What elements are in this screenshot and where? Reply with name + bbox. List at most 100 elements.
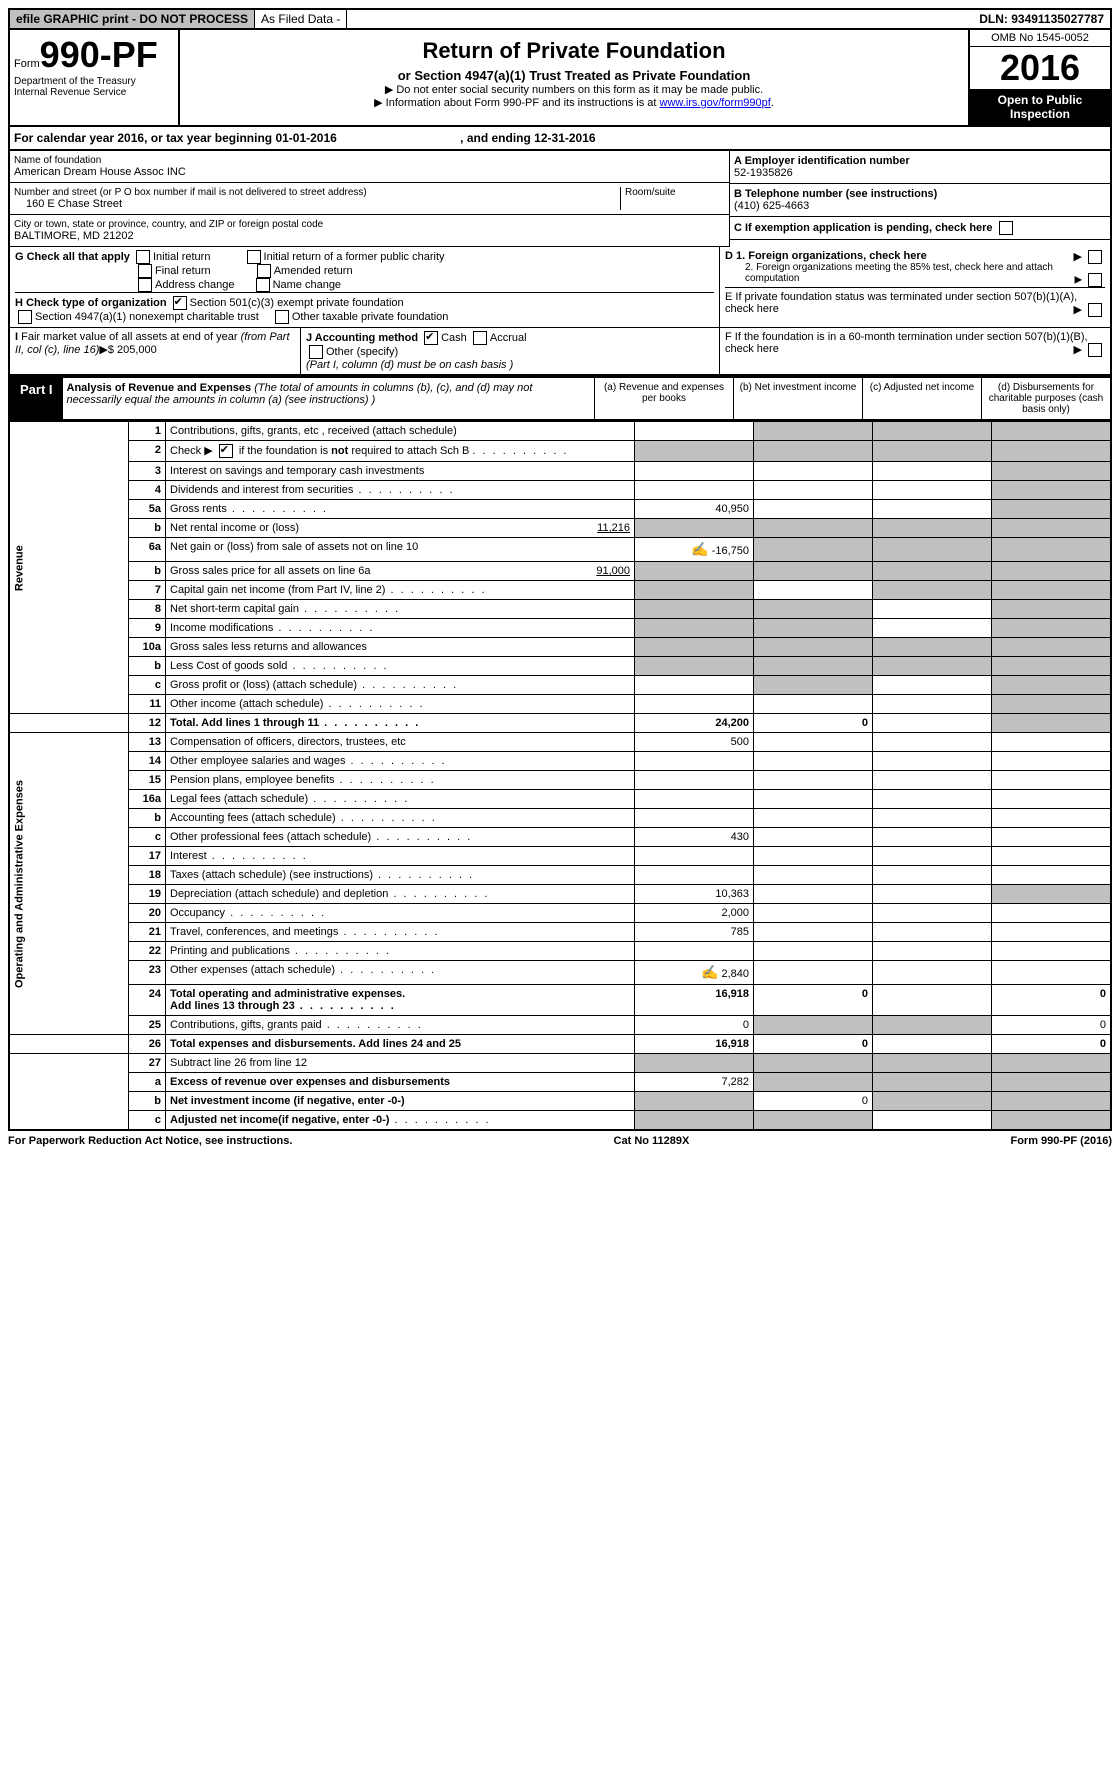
form-footer: Form 990-PF (2016) — [1010, 1135, 1112, 1147]
info-section: Name of foundation American Dream House … — [8, 151, 1112, 247]
contrib-d: 0 — [992, 1016, 1112, 1035]
year-box: OMB No 1545-0052 2016 Open to Public Ins… — [968, 30, 1110, 125]
checkbox-schb[interactable] — [219, 444, 233, 458]
table-row: 7Capital gain net income (from Part IV, … — [9, 581, 1111, 600]
table-row: 5aGross rents40,950 — [9, 500, 1111, 519]
table-row: 27Subtract line 26 from line 12 — [9, 1054, 1111, 1073]
top-bar: efile GRAPHIC print - DO NOT PROCESS As … — [8, 8, 1112, 30]
table-row: 22Printing and publications — [9, 942, 1111, 961]
depreciation-val: 10,363 — [635, 885, 754, 904]
table-row: 19Depreciation (attach schedule) and dep… — [9, 885, 1111, 904]
checkbox-initial-former[interactable] — [247, 250, 261, 264]
form-header: Form990-PF Department of the Treasury In… — [8, 30, 1112, 127]
room-label: Room/suite — [625, 187, 725, 198]
table-row: bNet rental income or (loss) 11,216 — [9, 519, 1111, 538]
form-subtitle: or Section 4947(a)(1) Trust Treated as P… — [184, 68, 964, 83]
net-rental-inline: 11,216 — [597, 522, 630, 534]
col-c-header: (c) Adjusted net income — [862, 378, 981, 419]
checkbox-amended[interactable] — [257, 264, 271, 278]
net-inv-b: 0 — [754, 1092, 873, 1111]
total-exp-a: 16,918 — [635, 1035, 754, 1054]
city-state-zip: BALTIMORE, MD 21202 — [14, 230, 725, 242]
phone: (410) 625-4663 — [734, 200, 1106, 212]
name-cell: Name of foundation American Dream House … — [10, 151, 729, 183]
part1-label: Part I — [10, 378, 63, 419]
efile-notice: efile GRAPHIC print - DO NOT PROCESS — [10, 10, 255, 28]
checkbox-accrual[interactable] — [473, 331, 487, 345]
checkbox-d1[interactable] — [1088, 250, 1102, 264]
section-i-j-f: I Fair market value of all assets at end… — [8, 328, 1112, 376]
cat-number: Cat No 11289X — [614, 1135, 690, 1147]
table-row: bLess Cost of goods sold — [9, 657, 1111, 676]
checkbox-other-method[interactable] — [309, 345, 323, 359]
checkbox-4947[interactable] — [18, 310, 32, 324]
part1-header: Part I Analysis of Revenue and Expenses … — [8, 376, 1112, 421]
table-row: Operating and Administrative Expenses 13… — [9, 733, 1111, 752]
as-filed: As Filed Data - — [255, 10, 347, 28]
checkbox-cash[interactable] — [424, 331, 438, 345]
checkbox-initial[interactable] — [136, 250, 150, 264]
checkbox-d2[interactable] — [1088, 273, 1102, 287]
contrib-a: 0 — [635, 1016, 754, 1035]
checkbox-f[interactable] — [1088, 343, 1102, 357]
table-row: 14Other employee salaries and wages — [9, 752, 1111, 771]
col-d-header: (d) Disbursements for charitable purpose… — [981, 378, 1110, 419]
omb-number: OMB No 1545-0052 — [970, 30, 1110, 47]
table-row: 26Total expenses and disbursements. Add … — [9, 1035, 1111, 1054]
revenue-vert-label: Revenue — [9, 422, 129, 714]
col-b-header: (b) Net investment income — [733, 378, 862, 419]
calendar-year-row: For calendar year 2016, or tax year begi… — [8, 127, 1112, 151]
other-exp-val: 2,840 — [721, 968, 749, 980]
table-row: bNet investment income (if negative, ent… — [9, 1092, 1111, 1111]
table-row: 3Interest on savings and temporary cash … — [9, 462, 1111, 481]
checkbox-501c3[interactable] — [173, 296, 187, 310]
table-row: 20Occupancy2,000 — [9, 904, 1111, 923]
page-footer: For Paperwork Reduction Act Notice, see … — [8, 1131, 1112, 1151]
checkbox-name-change[interactable] — [256, 278, 270, 292]
checkbox-other-taxable[interactable] — [275, 310, 289, 324]
checkbox-final[interactable] — [138, 264, 152, 278]
expenses-vert-label: Operating and Administrative Expenses — [9, 733, 129, 1035]
checkbox-address[interactable] — [138, 278, 152, 292]
table-row: 2 Check ▶ if the foundation is not requi… — [9, 441, 1111, 462]
exemption-cell: C If exemption application is pending, c… — [730, 217, 1110, 240]
comp-officers-val: 500 — [635, 733, 754, 752]
table-row: cAdjusted net income(if negative, enter … — [9, 1111, 1111, 1131]
checkbox-e[interactable] — [1088, 303, 1102, 317]
city-cell: City or town, state or province, country… — [10, 215, 729, 247]
ein: 52-1935826 — [734, 167, 1106, 179]
table-row: 18Taxes (attach schedule) (see instructi… — [9, 866, 1111, 885]
table-row: 24Total operating and administrative exp… — [9, 985, 1111, 1016]
attach-icon[interactable]: ✍ — [691, 541, 708, 557]
address-cell: Number and street (or P O box number if … — [10, 183, 729, 215]
form-prefix: Form — [14, 58, 40, 70]
excess-a: 7,282 — [635, 1073, 754, 1092]
table-row: cOther professional fees (attach schedul… — [9, 828, 1111, 847]
occupancy-val: 2,000 — [635, 904, 754, 923]
total-opex-d: 0 — [992, 985, 1112, 1016]
dept-irs: Internal Revenue Service — [14, 87, 174, 98]
total-opex-a: 16,918 — [635, 985, 754, 1016]
attach-icon[interactable]: ✍ — [701, 964, 718, 980]
total-revenue-b: 0 — [754, 714, 873, 733]
table-row: 4Dividends and interest from securities — [9, 481, 1111, 500]
dept-treasury: Department of the Treasury — [14, 76, 174, 87]
checkbox-c[interactable] — [999, 221, 1013, 235]
form-number: 990-PF — [40, 34, 158, 75]
street-address: 160 E Chase Street — [14, 198, 620, 210]
table-row: 17Interest — [9, 847, 1111, 866]
gross-rents-val: 40,950 — [635, 500, 754, 519]
total-opex-b: 0 — [754, 985, 873, 1016]
total-revenue-a: 24,200 — [635, 714, 754, 733]
open-public: Open to Public Inspection — [970, 89, 1110, 125]
total-exp-b: 0 — [754, 1035, 873, 1054]
form-title: Return of Private Foundation — [184, 38, 964, 64]
section-g-d: G Check all that apply Initial return In… — [8, 247, 1112, 328]
table-row: 21Travel, conferences, and meetings785 — [9, 923, 1111, 942]
table-row: aExcess of revenue over expenses and dis… — [9, 1073, 1111, 1092]
dln: DLN: 93491135027787 — [973, 10, 1110, 28]
table-row: 12Total. Add lines 1 through 1124,2000 — [9, 714, 1111, 733]
irs-link[interactable]: www.irs.gov/form990pf — [660, 97, 771, 109]
form-number-box: Form990-PF Department of the Treasury In… — [10, 30, 180, 125]
gross-sales-inline: 91,000 — [596, 565, 630, 577]
